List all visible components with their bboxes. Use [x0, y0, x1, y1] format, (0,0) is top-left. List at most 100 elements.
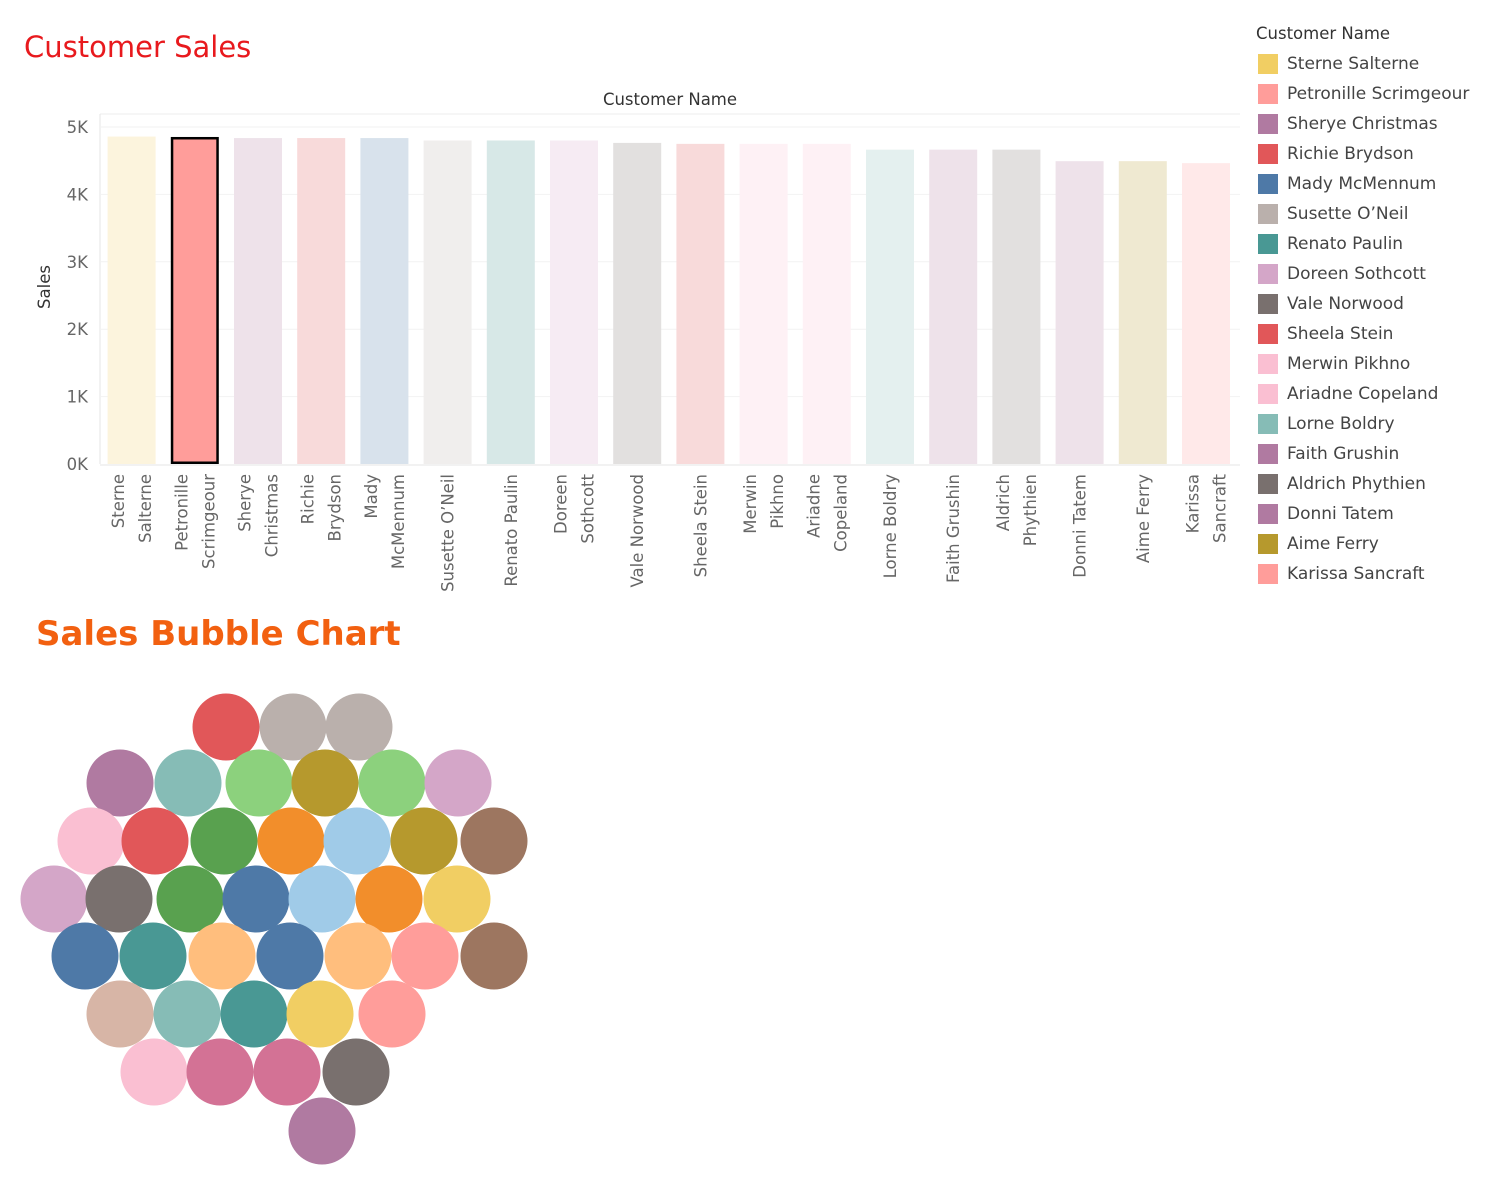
bubble[interactable]	[85, 865, 153, 933]
bubble[interactable]	[390, 807, 458, 875]
bubble[interactable]	[391, 922, 459, 990]
bubble[interactable]	[253, 1038, 321, 1106]
bubble[interactable]	[119, 922, 187, 990]
bar[interactable]	[929, 149, 978, 464]
x-tick-label: Brydson	[326, 474, 345, 542]
bubble[interactable]	[51, 922, 119, 990]
bubble[interactable]	[86, 749, 154, 817]
legend-swatch	[1258, 294, 1278, 314]
bubble[interactable]	[423, 865, 491, 933]
bar[interactable]	[297, 138, 346, 465]
bubble[interactable]	[188, 922, 256, 990]
bar[interactable]	[486, 140, 535, 465]
bar[interactable]	[423, 140, 472, 465]
y-tick-label: 1K	[67, 388, 89, 407]
bubble-chart-title: Sales Bubble Chart	[36, 614, 401, 654]
bubble[interactable]	[220, 980, 288, 1048]
legend-label: Aldrich Phythien	[1287, 474, 1426, 494]
bar[interactable]	[802, 143, 851, 464]
x-tick-label: Donni Tatem	[1071, 474, 1090, 578]
legend-swatch	[1258, 324, 1278, 344]
bar[interactable]	[360, 138, 409, 465]
bubble[interactable]	[259, 693, 327, 761]
bubble[interactable]	[190, 807, 258, 875]
bubble[interactable]	[286, 980, 354, 1048]
bar[interactable]	[1118, 161, 1167, 464]
legend-item[interactable]: Vale Norwood	[1256, 289, 1496, 319]
legend-label: Karissa Sancraft	[1287, 564, 1425, 584]
bubble[interactable]	[322, 1038, 390, 1106]
y-tick-label: 4K	[67, 185, 89, 204]
bar[interactable]	[234, 138, 282, 465]
legend-item[interactable]: Merwin Pikhno	[1256, 349, 1496, 379]
bubble[interactable]	[358, 749, 426, 817]
bubble[interactable]	[154, 749, 222, 817]
legend-item[interactable]: Richie Brydson	[1256, 139, 1496, 169]
legend-item[interactable]: Renato Paulin	[1256, 229, 1496, 259]
legend-item[interactable]: Donni Tatem	[1256, 499, 1496, 529]
bubble[interactable]	[192, 693, 260, 761]
legend-item[interactable]: Sherye Christmas	[1256, 109, 1496, 139]
bubble[interactable]	[256, 922, 324, 990]
bubble[interactable]	[324, 922, 392, 990]
bubble[interactable]	[355, 865, 423, 933]
bubble[interactable]	[323, 807, 391, 875]
bubble[interactable]	[460, 922, 528, 990]
legend-item[interactable]: Aldrich Phythien	[1256, 469, 1496, 499]
bubble[interactable]	[120, 1038, 188, 1106]
bubble[interactable]	[225, 749, 293, 817]
legend-item[interactable]: Doreen Sothcott	[1256, 259, 1496, 289]
x-tick-label: Copeland	[831, 474, 850, 552]
legend-label: Ariadne Copeland	[1287, 384, 1439, 404]
legend-item[interactable]: Faith Grushin	[1256, 439, 1496, 469]
bar[interactable]	[613, 142, 662, 464]
bubble[interactable]	[222, 865, 290, 933]
x-tick-label: Faith Grushin	[944, 474, 963, 583]
bubble[interactable]	[121, 807, 189, 875]
bubble[interactable]	[358, 980, 426, 1048]
legend-item[interactable]: Sterne Salterne	[1256, 49, 1496, 79]
legend-swatch	[1258, 474, 1278, 494]
bubble[interactable]	[325, 693, 393, 761]
bar[interactable]	[739, 143, 788, 464]
x-tick-label: Sheela Stein	[691, 474, 710, 577]
bubble[interactable]	[86, 980, 154, 1048]
legend-title: Customer Name	[1256, 24, 1391, 43]
bar[interactable]	[676, 143, 725, 464]
bubble[interactable]	[460, 807, 528, 875]
legend-swatch	[1258, 534, 1278, 554]
bubble[interactable]	[153, 980, 221, 1048]
y-tick-label: 3K	[67, 253, 89, 272]
bubble[interactable]	[291, 749, 359, 817]
legend-item[interactable]: Sheela Stein	[1256, 319, 1496, 349]
bar[interactable]	[107, 136, 156, 464]
legend-item[interactable]: Susette O’Neil	[1256, 199, 1496, 229]
x-tick-label: Renato Paulin	[502, 474, 521, 587]
legend-item[interactable]: Karissa Sancraft	[1256, 559, 1496, 589]
bubble[interactable]	[57, 807, 125, 875]
bar[interactable]	[992, 149, 1041, 464]
bar[interactable]	[866, 149, 914, 464]
bubble[interactable]	[288, 1097, 356, 1165]
legend-item[interactable]: Petronille Scrimgeour	[1256, 79, 1496, 109]
legend-item[interactable]: Aime Ferry	[1256, 529, 1496, 559]
bubble[interactable]	[288, 865, 356, 933]
bubble[interactable]	[186, 1038, 254, 1106]
bar[interactable]	[1055, 161, 1104, 464]
legend-item[interactable]: Mady McMennum	[1256, 169, 1496, 199]
bar[interactable]	[550, 140, 598, 465]
legend-item[interactable]: Lorne Boldry	[1256, 409, 1496, 439]
bar[interactable]	[1182, 163, 1230, 464]
legend-item[interactable]: Ariadne Copeland	[1256, 379, 1496, 409]
bubble[interactable]	[156, 865, 224, 933]
legend-swatch	[1258, 444, 1278, 464]
bubble[interactable]	[424, 749, 492, 817]
y-tick-label: 2K	[67, 320, 89, 339]
legend-swatch	[1258, 204, 1278, 224]
x-tick-label: McMennum	[389, 474, 408, 569]
bar[interactable]	[170, 136, 219, 465]
bubble[interactable]	[257, 807, 325, 875]
legend-label: Doreen Sothcott	[1287, 264, 1426, 284]
bubble[interactable]	[20, 865, 88, 933]
